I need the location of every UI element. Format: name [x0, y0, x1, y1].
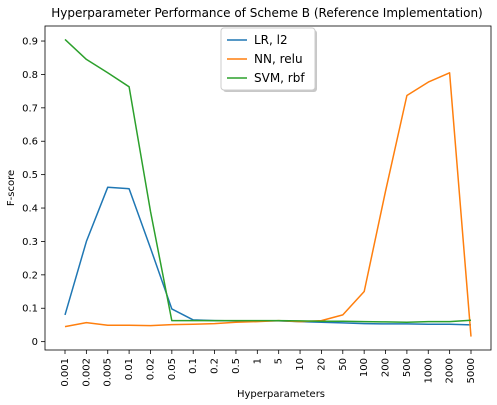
x-tick-label: 5: [274, 358, 285, 364]
x-tick-label: 0.02: [145, 358, 156, 380]
legend-label-1: NN, relu: [254, 52, 303, 66]
x-tick-label: 0.5: [231, 358, 242, 374]
x-tick-label: 20: [316, 358, 327, 371]
x-tick-label: 0.05: [167, 358, 178, 380]
legend-box: [220, 27, 316, 91]
x-tick-label: 1: [252, 358, 263, 364]
x-tick-label: 100: [359, 358, 370, 377]
y-tick-label: 0.3: [22, 237, 38, 248]
series-line-1: [64, 72, 472, 337]
y-axis-label: F-score: [6, 170, 17, 206]
x-tick-label: 5000: [466, 358, 477, 383]
x-tick-label: 2000: [445, 358, 456, 383]
y-tick-label: 0.7: [22, 103, 38, 114]
y-tick-label: 0.2: [22, 270, 38, 281]
x-tick-label: 0.001: [60, 358, 71, 387]
x-tick-label: 500: [402, 358, 413, 377]
x-tick-label: 0.01: [124, 358, 135, 380]
y-tick-label: 0.9: [22, 37, 38, 48]
plot-frame: [44, 25, 492, 351]
x-tick-label: 50: [338, 358, 349, 371]
x-tick-label: 0.005: [103, 358, 114, 387]
y-tick-label: 0.5: [22, 170, 38, 181]
legend: LR, l2 NN, relu SVM, rbf: [220, 27, 317, 92]
x-tick-label: 10: [295, 358, 306, 371]
x-tick-label: 0.2: [210, 358, 221, 374]
y-tick-label: 0.4: [22, 204, 38, 215]
x-tick-label: 1000: [423, 358, 434, 383]
y-tick-label: 0.6: [22, 137, 38, 148]
series-line-2: [64, 38, 472, 324]
x-tick-label: 0.1: [188, 358, 199, 374]
legend-label-0: LR, l2: [254, 33, 288, 47]
x-tick-label: 200: [381, 358, 392, 377]
x-tick-label: 0.002: [81, 358, 92, 387]
chart-title: Hyperparameter Performance of Scheme B (…: [51, 6, 483, 20]
x-axis-label: Hyperparameters: [237, 389, 325, 400]
y-tick-label: 0.8: [22, 70, 38, 81]
y-tick-label: 0: [32, 337, 38, 348]
legend-label-2: SVM, rbf: [254, 71, 305, 85]
series-line-0: [64, 186, 472, 326]
y-tick-label: 0.1: [22, 304, 38, 315]
